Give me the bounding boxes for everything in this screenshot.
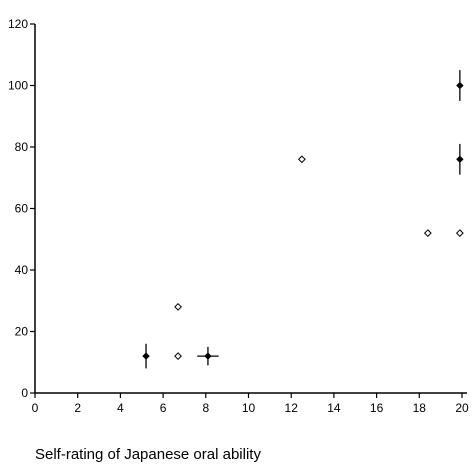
- x-tick-label: 10: [242, 401, 256, 415]
- open-diamond-point: [297, 155, 306, 164]
- y-tick-label: 60: [15, 202, 29, 216]
- x-tick-label: 6: [160, 401, 167, 415]
- y-axis-ticks: 0 20 40 60 80 100 120: [8, 17, 35, 400]
- x-axis-ticks: 0 2 4 6 8 10 12 14 16 18 20: [32, 393, 469, 415]
- x-tick-label: 0: [32, 401, 39, 415]
- x-tick-label: 8: [202, 401, 209, 415]
- y-tick-label: 0: [21, 386, 28, 400]
- y-tick-label: 20: [15, 325, 29, 339]
- y-tick-label: 100: [8, 79, 28, 93]
- x-axis-title: Self-rating of Japanese oral ability: [35, 446, 261, 463]
- y-tick-label: 40: [15, 263, 29, 277]
- x-tick-label: 14: [327, 401, 341, 415]
- y-tick-label: 120: [8, 17, 28, 31]
- open-diamond-point: [174, 302, 182, 311]
- x-tick-label: 12: [285, 401, 299, 415]
- open-diamond-point: [455, 229, 464, 238]
- open-diamond-point: [174, 352, 182, 361]
- x-tick-label: 2: [74, 401, 81, 415]
- x-tick-label: 20: [455, 401, 469, 415]
- filled-diamond-point: [204, 352, 212, 360]
- filled-diamond-point: [142, 352, 150, 360]
- x-tick-label: 4: [117, 401, 124, 415]
- open-diamond-point: [423, 229, 432, 238]
- plot-area: [34, 24, 467, 394]
- x-tick-label: 16: [370, 401, 384, 415]
- filled-diamond-point: [456, 155, 464, 164]
- data-points: [142, 70, 464, 369]
- y-tick-label: 80: [15, 140, 29, 154]
- filled-diamond-point: [456, 81, 464, 90]
- x-tick-label: 18: [413, 401, 427, 415]
